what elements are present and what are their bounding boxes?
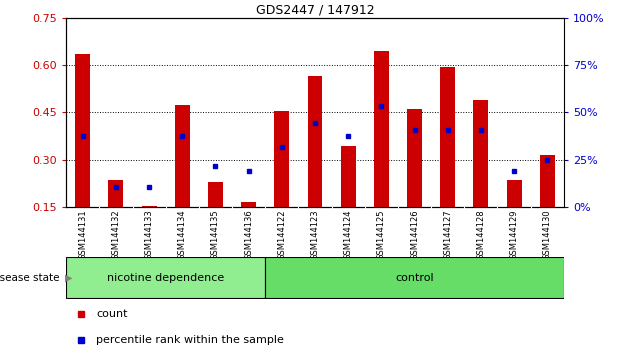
Bar xyxy=(265,257,564,298)
Text: GSM144131: GSM144131 xyxy=(78,210,87,260)
Bar xyxy=(208,182,223,207)
Text: GSM144122: GSM144122 xyxy=(277,210,286,260)
Text: GSM144127: GSM144127 xyxy=(444,210,452,260)
Text: GSM144125: GSM144125 xyxy=(377,210,386,260)
Text: control: control xyxy=(395,273,434,283)
Bar xyxy=(507,180,522,207)
Bar xyxy=(540,155,555,207)
Bar xyxy=(473,100,488,207)
Text: ▶: ▶ xyxy=(65,273,72,283)
Text: GSM144132: GSM144132 xyxy=(112,210,120,260)
Text: GSM144133: GSM144133 xyxy=(145,210,154,260)
Bar xyxy=(307,76,323,207)
Bar xyxy=(66,257,265,298)
Bar xyxy=(341,145,356,207)
Bar xyxy=(108,180,123,207)
Bar xyxy=(274,111,289,207)
Text: GSM144128: GSM144128 xyxy=(476,210,485,260)
Text: GSM144129: GSM144129 xyxy=(510,210,518,260)
Text: disease state: disease state xyxy=(0,273,60,283)
Title: GDS2447 / 147912: GDS2447 / 147912 xyxy=(256,4,374,17)
Bar xyxy=(75,54,90,207)
Bar xyxy=(407,109,422,207)
Text: GSM144135: GSM144135 xyxy=(211,210,220,260)
Text: count: count xyxy=(96,309,127,320)
Text: GSM144123: GSM144123 xyxy=(311,210,319,260)
Text: percentile rank within the sample: percentile rank within the sample xyxy=(96,335,284,345)
Bar xyxy=(142,206,157,207)
Bar xyxy=(175,104,190,207)
Text: GSM144130: GSM144130 xyxy=(543,210,552,260)
Text: GSM144126: GSM144126 xyxy=(410,210,419,260)
Bar xyxy=(374,51,389,207)
Text: GSM144136: GSM144136 xyxy=(244,210,253,260)
Text: nicotine dependence: nicotine dependence xyxy=(107,273,224,283)
Text: GSM144124: GSM144124 xyxy=(344,210,353,260)
Bar xyxy=(440,67,455,207)
Text: GSM144134: GSM144134 xyxy=(178,210,186,260)
Bar xyxy=(241,202,256,207)
